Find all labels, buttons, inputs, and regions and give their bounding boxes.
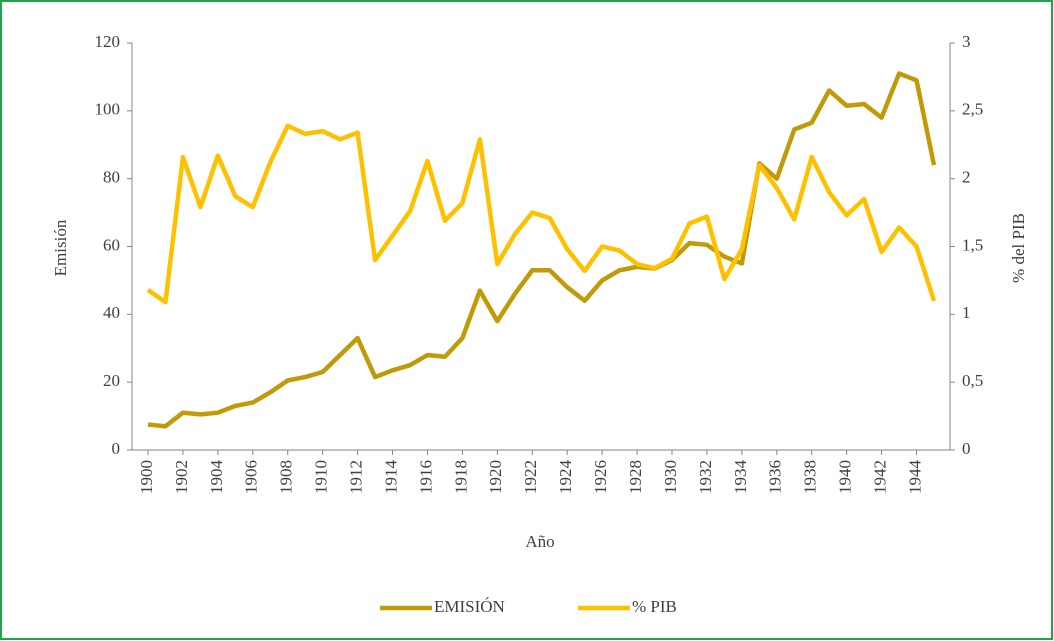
y-tick-label: 40 bbox=[103, 303, 120, 322]
x-tick-label: 1910 bbox=[312, 460, 331, 494]
legend-label: % PIB bbox=[632, 597, 677, 616]
y2-tick-label: 0,5 bbox=[962, 371, 983, 390]
y2-tick-label: 1 bbox=[962, 303, 971, 322]
y-tick-label: 80 bbox=[103, 168, 120, 187]
series-line bbox=[146, 123, 937, 305]
x-tick-label: 1934 bbox=[731, 460, 750, 495]
x-tick-label: 1904 bbox=[207, 460, 226, 495]
y-tick-label: 0 bbox=[112, 439, 121, 458]
legend-label: EMISIÓN bbox=[434, 597, 505, 616]
x-tick-label: 1928 bbox=[626, 460, 645, 494]
x-tick-label: 1918 bbox=[451, 460, 470, 494]
x-tick-label: 1916 bbox=[416, 460, 435, 494]
x-tick-label: 1940 bbox=[836, 460, 855, 494]
x-tick-label: 1932 bbox=[696, 460, 715, 494]
x-tick-label: 1914 bbox=[381, 460, 400, 495]
y-tick-label: 100 bbox=[95, 100, 121, 119]
x-tick-label: 1900 bbox=[137, 460, 156, 494]
x-axis-title: Año bbox=[525, 532, 554, 551]
x-tick-label: 1920 bbox=[486, 460, 505, 494]
x-tick-label: 1922 bbox=[521, 460, 540, 494]
x-tick-label: 1924 bbox=[556, 460, 575, 495]
y2-tick-label: 2,5 bbox=[962, 100, 983, 119]
x-tick-label: 1938 bbox=[801, 460, 820, 494]
y2-tick-label: 2 bbox=[962, 168, 971, 187]
x-tick-label: 1912 bbox=[347, 460, 366, 494]
y2-tick-label: 3 bbox=[962, 32, 971, 51]
x-tick-label: 1944 bbox=[905, 460, 924, 495]
y-tick-label: 20 bbox=[103, 371, 120, 390]
y2-axis-title: % del PIB bbox=[1009, 213, 1028, 283]
y-axis-title: Emisión bbox=[51, 219, 70, 276]
y-tick-label: 60 bbox=[103, 235, 120, 254]
series-line bbox=[147, 71, 937, 429]
x-tick-label: 1906 bbox=[242, 460, 261, 494]
y2-tick-label: 0 bbox=[962, 439, 971, 458]
x-tick-label: 1942 bbox=[871, 460, 890, 494]
y-tick-label: 120 bbox=[95, 32, 121, 51]
x-tick-label: 1902 bbox=[172, 460, 191, 494]
x-tick-label: 1936 bbox=[766, 460, 785, 494]
x-tick-label: 1908 bbox=[277, 460, 296, 494]
x-tick-label: 1930 bbox=[661, 460, 680, 494]
y2-tick-label: 1,5 bbox=[962, 235, 983, 254]
x-tick-label: 1926 bbox=[591, 460, 610, 494]
